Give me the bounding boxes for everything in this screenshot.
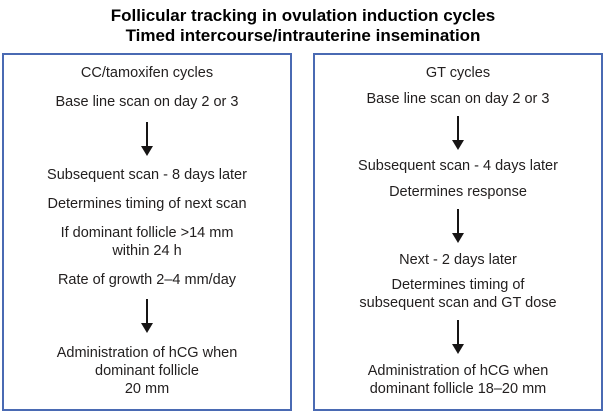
flow-step-line: Determines response: [389, 184, 527, 201]
flow-step-line: Administration of hCG when: [367, 362, 549, 379]
flow-step-line: dominant follicle 18–20 mm: [369, 380, 547, 397]
flow-step-text: Base line scan on day 2 or 3: [56, 93, 239, 111]
flow-step-text: Administration of hCG when dominant folli…: [368, 362, 549, 398]
flow-step-line: Determines timing of: [391, 277, 525, 294]
down-arrow-shaft: [457, 115, 459, 140]
flow-step-line: subsequent scan and GT dose: [359, 295, 557, 312]
flow-step-line: Subsequent scan - 8 days later: [47, 167, 247, 184]
flow-box-heading: GT cycles: [425, 65, 491, 81]
page-title-line1: Follicular tracking in ovulation inducti…: [110, 6, 496, 25]
flow-step-line: Rate of growth 2–4 mm/day: [57, 271, 237, 288]
flow-step-line: Base line scan on day 2 or 3: [55, 93, 239, 110]
down-arrow-head: [452, 344, 464, 355]
down-arrow-icon: [141, 299, 153, 334]
flow-step-text: Subsequent scan - 4 days later: [358, 157, 558, 175]
flow-step-line: Administration of hCG when: [56, 345, 238, 361]
down-arrow-head: [141, 323, 153, 334]
flow-step-text: Determines response: [389, 183, 527, 201]
page-title-line2: Timed intercourse/intrauterine inseminat…: [125, 26, 481, 45]
flow-box-cc-tamoxifen: CC/tamoxifen cycles Base line scan on day…: [2, 53, 292, 411]
down-arrow-icon: [141, 121, 153, 156]
flow-step-text: Determines timing of next scan: [47, 195, 246, 213]
flow-step-text: Next - 2 days later: [399, 251, 517, 269]
flow-step-text: Rate of growth 2–4 mm/day: [58, 271, 236, 289]
flow-step-text: Base line scan on day 2 or 3: [367, 90, 550, 108]
flow-step-line: Base line scan on day 2 or 3: [366, 90, 550, 107]
down-arrow-icon: [452, 208, 464, 243]
flow-step-text: Determines timing of subsequent scan and …: [359, 276, 556, 312]
flow-step-line: dominant follicle: [95, 363, 199, 379]
flow-step-line: If dominant follicle >14 mm: [60, 224, 234, 241]
flow-step-text: Administration of hCG when dominant folli…: [57, 344, 238, 398]
down-arrow-shaft: [146, 121, 148, 146]
down-arrow-icon: [452, 115, 464, 150]
flow-step-text: If dominant follicle >14 mm within 24 h: [61, 224, 234, 260]
down-arrow-shaft: [457, 208, 459, 233]
down-arrow-shaft: [457, 320, 459, 345]
flow-columns: CC/tamoxifen cycles Base line scan on day…: [2, 53, 603, 411]
page-title: Follicular tracking in ovulation inducti…: [0, 0, 606, 46]
flow-step-line: 20 mm: [124, 381, 170, 397]
down-arrow-head: [452, 232, 464, 243]
flow-step-line: within 24 h: [112, 242, 182, 259]
flow-box-gt: GT cycles Base line scan on day 2 or 3 Sub…: [313, 53, 603, 411]
down-arrow-shaft: [146, 299, 148, 324]
down-arrow-icon: [452, 320, 464, 355]
flow-step-text: Subsequent scan - 8 days later: [47, 166, 247, 184]
down-arrow-head: [452, 139, 464, 150]
flow-step-line: Subsequent scan - 4 days later: [358, 158, 558, 175]
down-arrow-head: [141, 145, 153, 156]
flow-box-heading: CC/tamoxifen cycles: [80, 65, 214, 81]
flow-step-line: Next - 2 days later: [399, 251, 517, 268]
flow-step-line: Determines timing of next scan: [47, 196, 247, 212]
